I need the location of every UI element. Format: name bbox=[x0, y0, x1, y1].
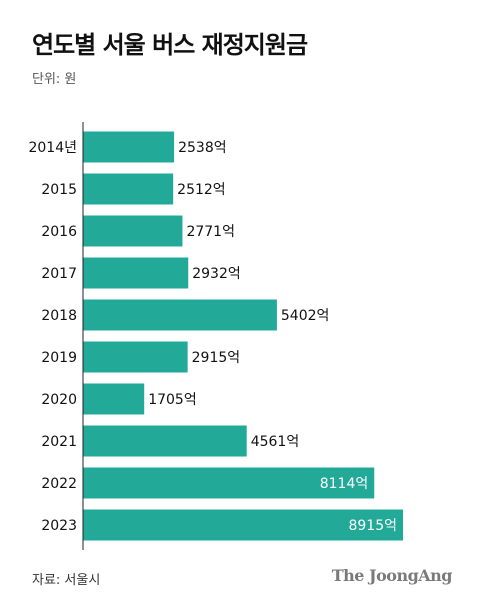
unit-label: 단위: 원 bbox=[32, 72, 77, 87]
bar bbox=[83, 341, 188, 373]
bar bbox=[83, 467, 375, 499]
value-label: 2538억 bbox=[178, 140, 227, 156]
publisher-logo: The JoongAng bbox=[331, 566, 453, 585]
bar bbox=[83, 215, 183, 247]
category-label: 2022 bbox=[41, 476, 77, 492]
category-label: 2019 bbox=[41, 350, 77, 366]
category-label: 2018 bbox=[41, 308, 77, 324]
category-label: 2021 bbox=[41, 434, 77, 450]
value-label: 2512억 bbox=[177, 182, 226, 198]
category-label: 2017 bbox=[41, 266, 77, 282]
category-label: 2016 bbox=[41, 224, 77, 240]
bar bbox=[83, 257, 189, 289]
value-label: 8915억 bbox=[348, 518, 397, 534]
bar bbox=[83, 299, 277, 331]
category-label: 2015 bbox=[41, 182, 77, 198]
value-label: 8114억 bbox=[320, 476, 369, 492]
bar bbox=[83, 173, 174, 205]
value-label: 1705억 bbox=[148, 392, 197, 408]
value-label: 2771억 bbox=[186, 224, 235, 240]
value-label: 2932억 bbox=[192, 266, 241, 282]
category-label: 2014년 bbox=[28, 140, 77, 156]
bar bbox=[83, 509, 403, 541]
bar-chart: 2014년 2538억 2015 2512억 2016 2771억 2017 2932억 201… bbox=[28, 122, 403, 550]
bar bbox=[83, 425, 247, 457]
value-label: 2915억 bbox=[192, 350, 241, 366]
value-label: 4561억 bbox=[251, 434, 300, 450]
source-note: 자료: 서울시 bbox=[32, 573, 101, 588]
value-label: 5402억 bbox=[281, 308, 330, 324]
bar bbox=[83, 131, 175, 163]
category-label: 2020 bbox=[41, 392, 77, 408]
chart-title: 연도별 서울 버스 재정지원금 bbox=[32, 31, 308, 59]
category-label: 2023 bbox=[41, 518, 77, 534]
bar bbox=[83, 383, 145, 415]
